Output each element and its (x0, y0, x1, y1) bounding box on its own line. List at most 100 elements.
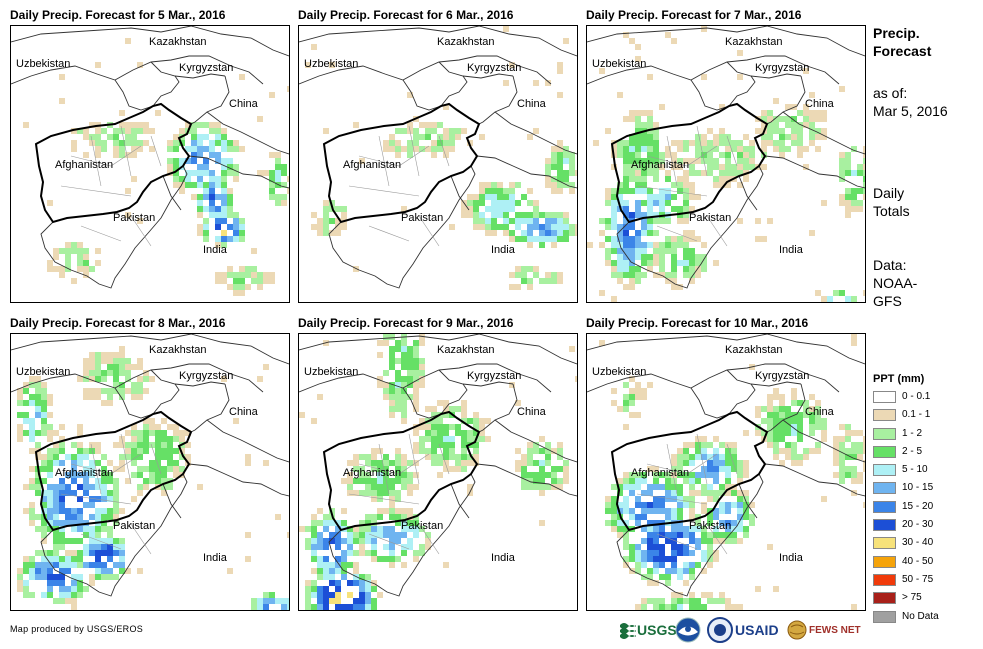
country-label-kyrgyzstan: Kyrgyzstan (755, 62, 810, 74)
panel-title: Daily Precip. Forecast for 6 Mar., 2016 (298, 8, 514, 22)
data-line1: Data: (873, 257, 907, 273)
forecast-panel: Daily Precip. Forecast for 5 Mar., 2016 K… (10, 8, 290, 304)
legend-title: PPT (mm) (873, 373, 925, 385)
precip-map: Kazakhstan Uzbekistan Kyrgyzstan China Afgha… (298, 25, 578, 303)
country-label-uzbekistan: Uzbekistan (16, 58, 71, 70)
legend-swatch (873, 592, 896, 605)
legend-swatch (873, 391, 896, 403)
precip-map: Kazakhstan Uzbekistan Kyrgyzstan China Afgha… (298, 333, 578, 611)
legend-swatch (873, 482, 896, 495)
usgs-wave-icon (620, 623, 636, 639)
country-label-china: China (805, 98, 834, 110)
country-label-china: China (229, 406, 258, 418)
country-label-uzbekistan: Uzbekistan (592, 366, 647, 378)
fewsnet-globe-icon (787, 620, 807, 640)
usgs-text: USGS (637, 622, 677, 638)
country-label-pakistan: Pakistan (689, 520, 732, 532)
country-label-afghanistan: Afghanistan (55, 159, 114, 171)
country-label-kazakhstan: Kazakhstan (437, 36, 495, 48)
country-label-pakistan: Pakistan (113, 520, 156, 532)
legend-label: 50 - 75 (902, 573, 934, 585)
asof-label: as of: (873, 85, 908, 101)
country-label-pakistan: Pakistan (113, 212, 156, 224)
legend-swatch (873, 537, 896, 550)
country-label-afghanistan: Afghanistan (55, 467, 114, 479)
legend-label: 1 - 2 (902, 427, 923, 439)
legend-swatch (873, 427, 896, 440)
country-label-india: India (203, 552, 227, 564)
panel-title: Daily Precip. Forecast for 10 Mar., 2016 (586, 316, 809, 330)
legend-label: > 75 (902, 592, 922, 604)
precip-map: Kazakhstan Uzbekistan Kyrgyzstan China Afgha… (10, 25, 290, 303)
legend-swatch (873, 445, 896, 458)
precip-forecast-title: Precip. Forecast (873, 24, 931, 60)
panel-title: Daily Precip. Forecast for 9 Mar., 2016 (298, 316, 514, 330)
usaid-text: USAID (735, 622, 779, 638)
country-label-india: India (203, 244, 227, 256)
forecast-panel: Daily Precip. Forecast for 8 Mar., 2016 K… (10, 316, 290, 612)
country-label-uzbekistan: Uzbekistan (16, 366, 71, 378)
country-label-kazakhstan: Kazakhstan (725, 344, 783, 356)
legend-swatch (873, 464, 896, 477)
forecast-panel: Daily Precip. Forecast for 6 Mar., 2016 K… (298, 8, 578, 304)
country-label-pakistan: Pakistan (401, 520, 444, 532)
legend-label: No Data (902, 610, 939, 622)
country-label-kazakhstan: Kazakhstan (149, 344, 207, 356)
usgs-logo: USGS (620, 616, 677, 644)
country-label-china: China (517, 98, 546, 110)
country-label-china: China (229, 98, 258, 110)
dos-seal-logo (707, 616, 733, 644)
precip-map-canvas (11, 26, 289, 296)
legend-label: 2 - 5 (902, 445, 923, 457)
country-label-uzbekistan: Uzbekistan (304, 366, 359, 378)
country-label-pakistan: Pakistan (401, 212, 444, 224)
as-of-date: as of: Mar 5, 2016 (873, 84, 948, 120)
legend-label: 0.1 - 1 (902, 409, 931, 421)
legend-swatch (873, 519, 896, 532)
totals-line1: Daily (873, 185, 905, 201)
seal-icon (707, 617, 733, 643)
legend-swatch (873, 610, 896, 623)
daily-totals-note: Daily Totals (873, 184, 910, 220)
forecast-panel: Daily Precip. Forecast for 9 Mar., 2016 K… (298, 316, 578, 612)
legend-label: 5 - 10 (902, 464, 928, 476)
partner-logos: USGS USAID FEWS NET (615, 616, 865, 646)
country-label-afghanistan: Afghanistan (631, 159, 690, 171)
legend-swatch (873, 555, 896, 568)
country-label-india: India (491, 552, 515, 564)
data-source-note: Data: NOAA- GFS (873, 256, 917, 310)
country-label-afghanistan: Afghanistan (631, 467, 690, 479)
legend-label: 15 - 20 (902, 500, 934, 512)
precip-map-canvas (299, 26, 577, 290)
country-label-india: India (491, 244, 515, 256)
country-label-kyrgyzstan: Kyrgyzstan (179, 62, 234, 74)
country-label-kazakhstan: Kazakhstan (437, 344, 495, 356)
country-label-afghanistan: Afghanistan (343, 467, 402, 479)
precip-map: Kazakhstan Uzbekistan Kyrgyzstan China Afgha… (586, 25, 866, 303)
legend-label: 40 - 50 (902, 555, 934, 567)
country-label-kyrgyzstan: Kyrgyzstan (467, 370, 522, 382)
country-label-kyrgyzstan: Kyrgyzstan (467, 62, 522, 74)
precip-map-canvas (587, 334, 865, 610)
country-label-kazakhstan: Kazakhstan (725, 36, 783, 48)
precip-map-canvas (299, 334, 577, 610)
title-line2: Forecast (873, 43, 932, 59)
legend-swatch (873, 409, 896, 422)
country-label-china: China (517, 406, 546, 418)
country-label-china: China (805, 406, 834, 418)
panel-title: Daily Precip. Forecast for 5 Mar., 2016 (10, 8, 226, 22)
country-label-pakistan: Pakistan (689, 212, 732, 224)
precip-map: Kazakhstan Uzbekistan Kyrgyzstan China Afgha… (586, 333, 866, 611)
country-label-uzbekistan: Uzbekistan (304, 58, 359, 70)
legend-swatch (873, 573, 896, 586)
fewsnet-text: FEWS NET (809, 624, 861, 636)
country-label-kyrgyzstan: Kyrgyzstan (755, 370, 810, 382)
panel-title: Daily Precip. Forecast for 8 Mar., 2016 (10, 316, 226, 330)
noaa-seal-icon (675, 617, 701, 643)
asof-value: Mar 5, 2016 (873, 103, 948, 119)
country-label-kyrgyzstan: Kyrgyzstan (179, 370, 234, 382)
data-line2: NOAA- (873, 275, 918, 291)
forecast-panel: Daily Precip. Forecast for 10 Mar., 2016… (586, 316, 866, 612)
country-label-uzbekistan: Uzbekistan (592, 58, 647, 70)
title-line1: Precip. (873, 25, 920, 41)
